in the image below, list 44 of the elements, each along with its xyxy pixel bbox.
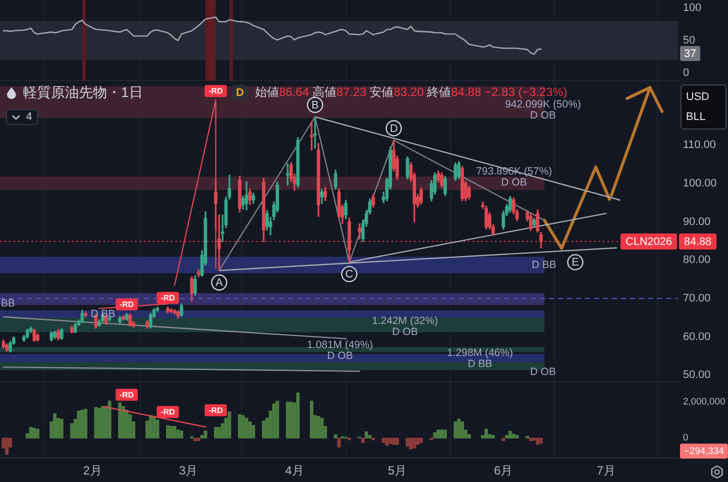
x-tick-label: 3月 [178, 464, 198, 478]
band-label: D BB [532, 258, 556, 271]
x-tick-label: 4月 [285, 464, 304, 478]
band-label: D OB [530, 366, 556, 378]
annotation: A [215, 277, 224, 290]
band-label: 942.099K (50%) D OB [505, 98, 581, 122]
band-label: 1.298M (46%) D BB [447, 346, 513, 370]
x-tick-label: 2月 [83, 464, 102, 478]
y-axis-title: USD BLL [686, 91, 710, 124]
y-tick-label: 60.00 [683, 330, 711, 343]
annotation: -RD [120, 300, 134, 310]
annotation: -RD [208, 86, 224, 96]
y-tick-label: 50.00 [683, 369, 711, 382]
text: 始値86.64 高値87.23 安値83.20 終値84.88 −2.83 (−3.23%) [255, 85, 568, 99]
y-tick-label: 90.00 [683, 216, 711, 228]
ref-line-label: CLN2026 84.88 [626, 236, 712, 248]
annotation: -RD [160, 294, 176, 303]
band-label: 793.896K (57%) D OB [476, 166, 552, 189]
x-tick-label: 6月 [494, 464, 513, 478]
text: 37 [684, 48, 696, 60]
chart-title: 軽質原油先物・1日 [23, 84, 143, 102]
x-tick-label: 5月 [388, 464, 407, 478]
y-tick-label: 100 [683, 2, 702, 14]
y-tick-label: 0 [683, 66, 690, 79]
y-tick-label: 110.00 [683, 139, 716, 152]
annotation: -RD [160, 408, 176, 417]
text: −294,334 [684, 446, 724, 458]
y-tick-label: 2,000,000 [683, 396, 726, 408]
y-tick-label: 80.00 [683, 254, 711, 266]
y-tick-label: 100.00 [683, 178, 717, 190]
y-tick-label: 50 [683, 34, 696, 47]
y-tick-label: 70.00 [683, 292, 711, 305]
annotation: -RD [120, 390, 134, 400]
band-label: D BB [90, 308, 116, 320]
band-label: 1.242M (32%) D OB [372, 314, 438, 338]
annotation: C [345, 268, 354, 281]
annotation: E [572, 256, 579, 269]
annotation: B [311, 99, 319, 112]
annotation: D [390, 122, 398, 135]
annotation: D [232, 85, 248, 100]
x-tick-label: 7月 [596, 464, 616, 478]
annotation: -RD [208, 406, 224, 415]
y-tick-label: 0 [683, 432, 688, 444]
annotation: 4 [26, 111, 32, 123]
